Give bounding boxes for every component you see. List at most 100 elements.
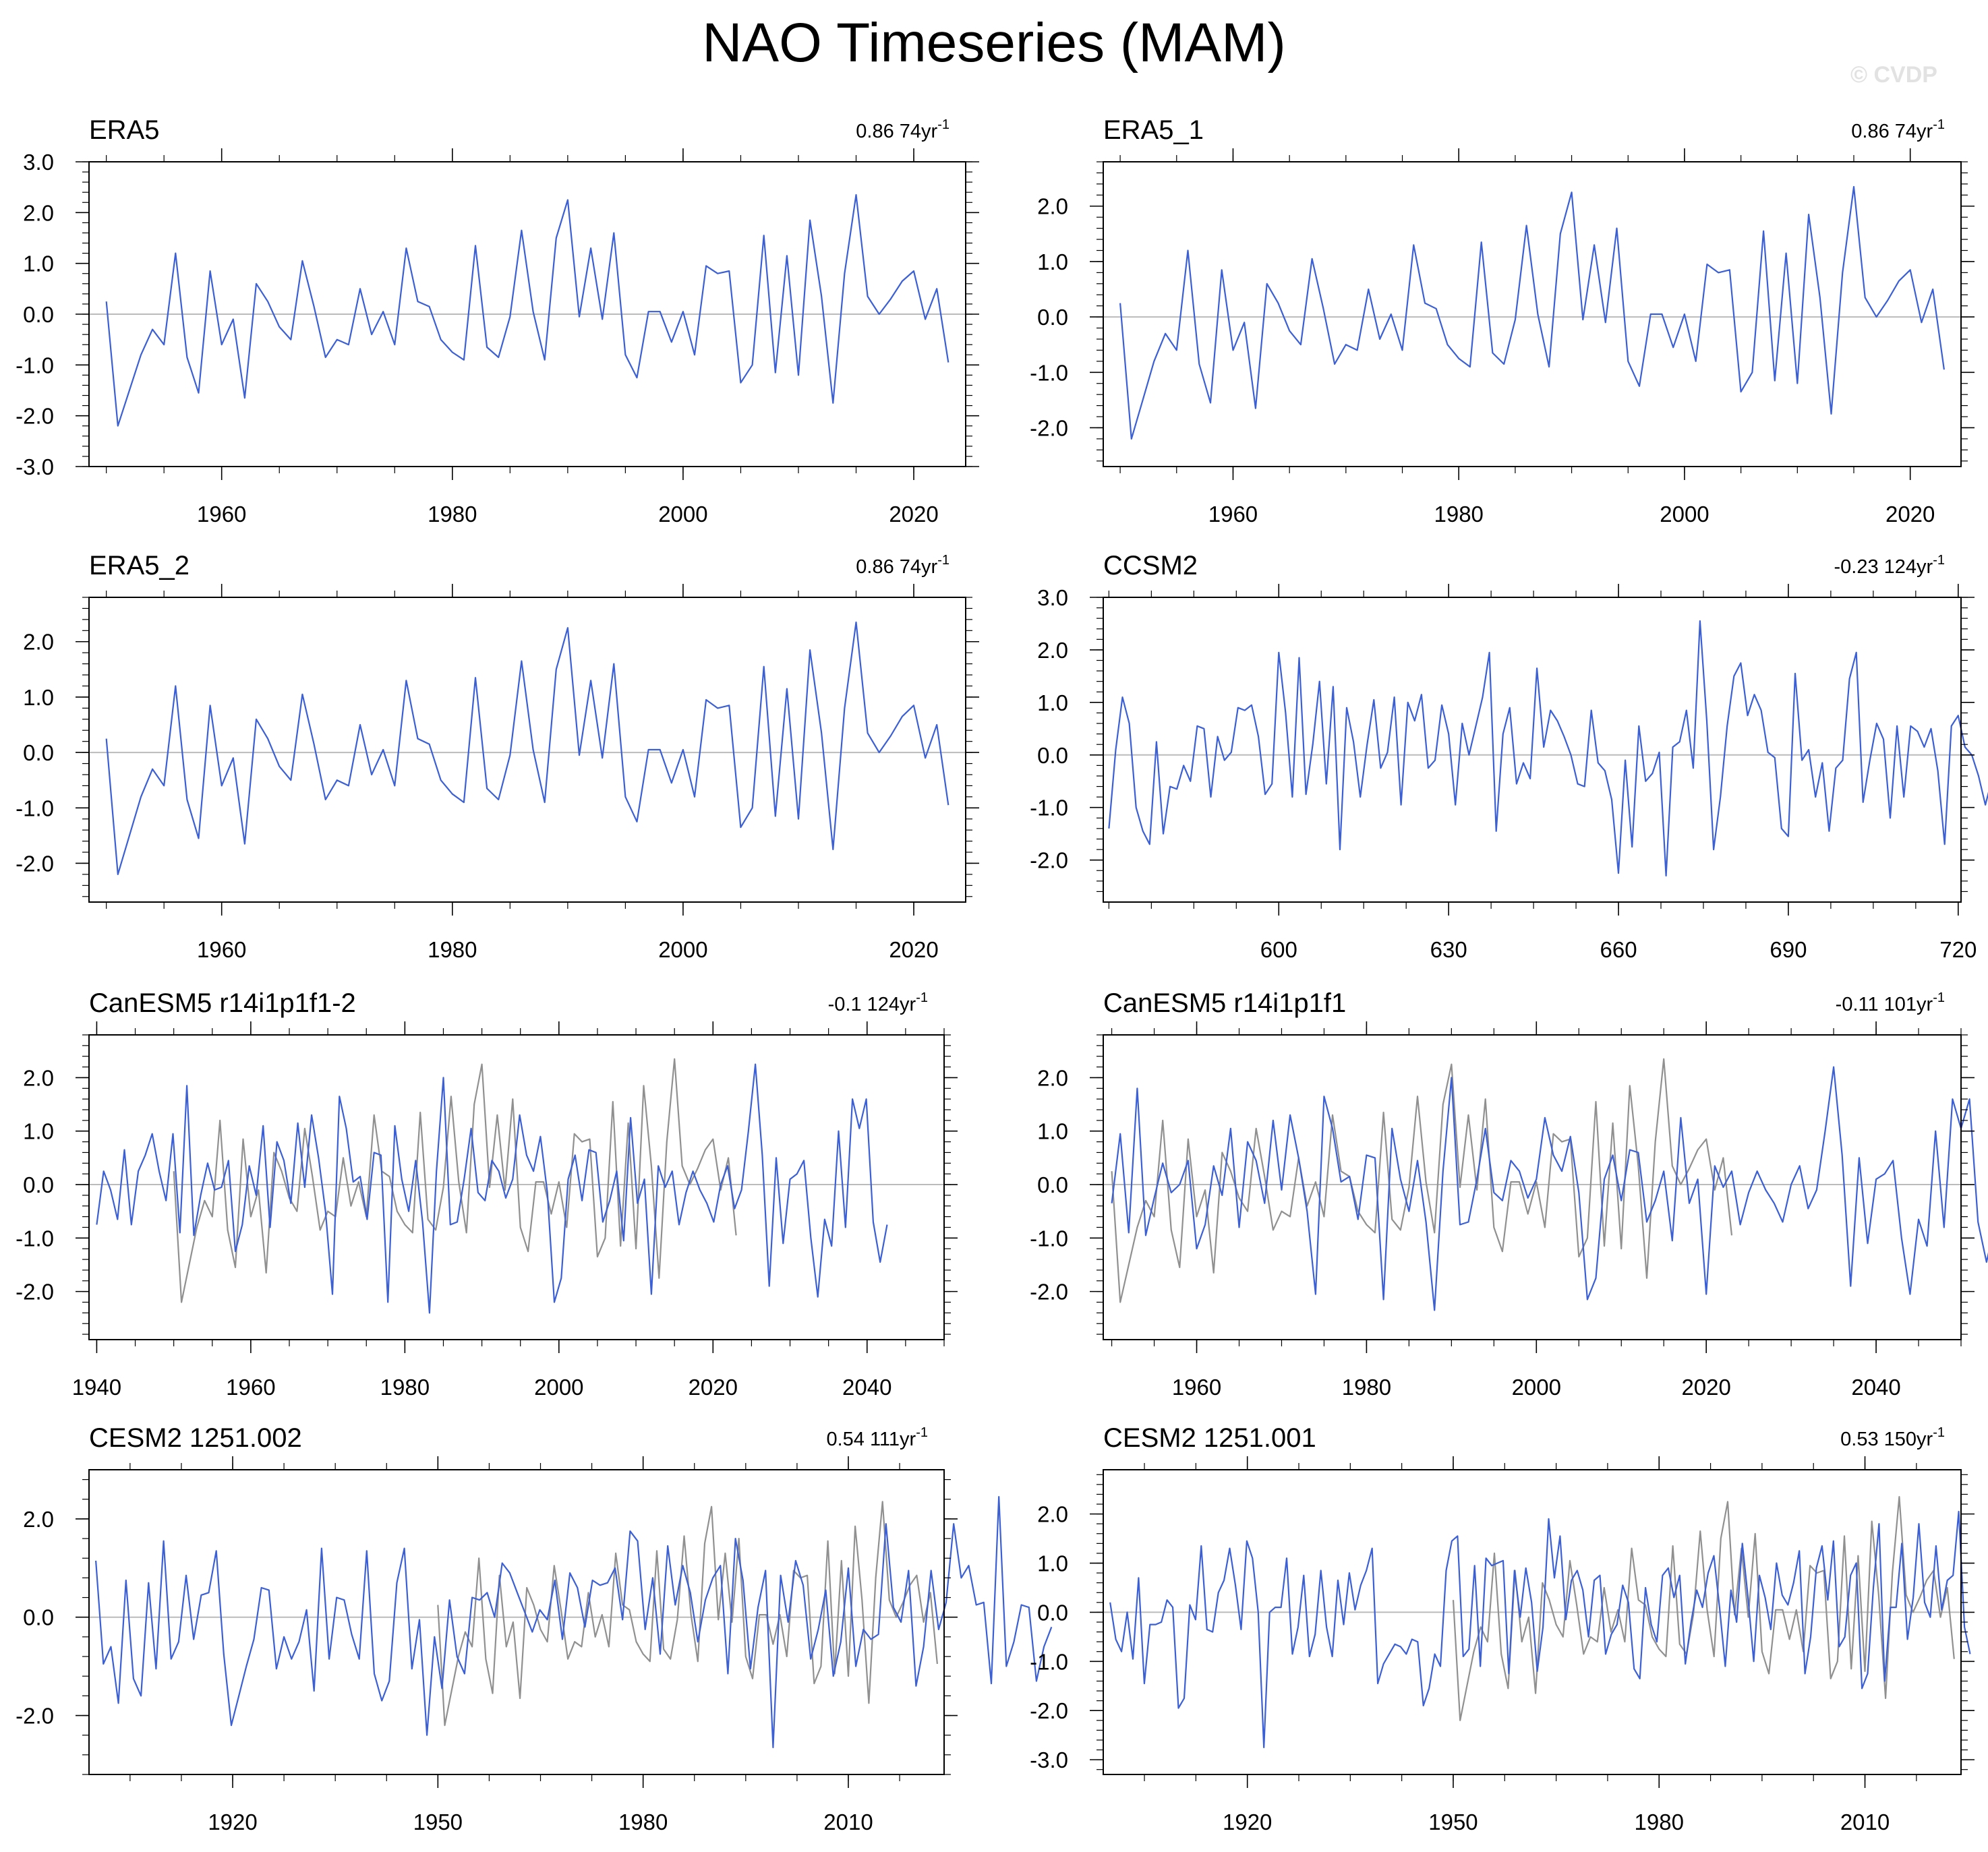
y-tick-label: -1.0 [16, 353, 54, 378]
x-tick-label: 2000 [1660, 502, 1709, 527]
y-tick-label: -1.0 [16, 1226, 54, 1251]
x-tick-label: 1960 [197, 937, 246, 962]
y-tick-label: 0.0 [23, 1605, 54, 1630]
y-tick-label: -1.0 [1030, 1226, 1068, 1251]
panel-stat: -0.23 124yr-1 [1834, 553, 1946, 578]
y-tick-label: 1.0 [23, 1119, 54, 1144]
chart-panel-1: ERA5 0.86 74yr-1 -3.0 -2.0 -1.0 0.0 1.0 2.0 3.0 1… [16, 115, 979, 527]
x-tick-label: 2040 [1851, 1375, 1900, 1400]
series-line-model [105, 193, 949, 427]
chart-panel-6: CanESM5 r14i1p1f1 -0.11 101yr-1 -2.0 -1.0 0.… [1030, 988, 1988, 1400]
series-line-model [95, 1496, 1053, 1748]
y-tick-label: 2.0 [23, 1507, 54, 1532]
y-tick-label: 2.0 [1037, 1502, 1068, 1527]
chart-panel-5: CanESM5 r14i1p1f1-2 -0.1 124yr-1 -2.0 -1.0 0… [16, 988, 958, 1400]
x-tick-label: 1980 [618, 1810, 668, 1834]
x-tick-label: 1920 [208, 1810, 257, 1834]
plot-frame [88, 1034, 945, 1340]
y-tick-label: 2.0 [1037, 194, 1068, 219]
panel-title: CanESM5 r14i1p1f1-2 [89, 988, 356, 1018]
x-tick-label: 690 [1770, 937, 1807, 962]
series-line-observed [437, 1501, 938, 1727]
chart-panel-7: CESM2 1251.002 0.54 111yr-1 -2.0 0.0 2.0 1920… [16, 1423, 1053, 1834]
x-tick-label: 2020 [889, 937, 938, 962]
panel-stat: 0.86 74yr-1 [856, 117, 949, 142]
plot-frame [1103, 597, 1962, 903]
chart-panel-3: ERA5_2 0.86 74yr-1 -2.0 -1.0 0.0 1.0 2.0 1960 19… [16, 551, 979, 962]
watermark: © CVDP [1850, 62, 1937, 88]
x-tick-label: 1980 [1342, 1375, 1391, 1400]
panel-stat: -0.11 101yr-1 [1836, 990, 1945, 1015]
panel-stat: 0.54 111yr-1 [826, 1425, 928, 1450]
x-tick-label: 2010 [823, 1810, 873, 1834]
y-tick-label: 1.0 [1037, 1551, 1068, 1576]
series-line-model [1108, 620, 1988, 877]
panel-title: CESM2 1251.002 [89, 1423, 302, 1453]
y-tick-label: 2.0 [23, 630, 54, 655]
plot-frame [88, 597, 966, 903]
y-tick-label: -2.0 [1030, 415, 1068, 440]
plot-frame [1103, 1469, 1962, 1775]
chart-panel-8: CESM2 1251.001 0.53 150yr-1 -3.0 -2.0 -1.0 0.… [1030, 1423, 1975, 1834]
y-tick-label: -2.0 [16, 404, 54, 429]
panel-stat: 0.86 74yr-1 [1851, 117, 1945, 142]
x-tick-label: 2010 [1840, 1810, 1890, 1834]
x-tick-label: 1960 [1208, 502, 1258, 527]
x-tick-label: 1960 [226, 1375, 275, 1400]
y-tick-label: -3.0 [16, 454, 54, 479]
y-tick-label: 0.0 [23, 1172, 54, 1197]
y-tick-label: 0.0 [1037, 305, 1068, 330]
x-tick-label: 1980 [1635, 1810, 1684, 1834]
chart-panel-4: CCSM2 -0.23 124yr-1 -2.0 -1.0 0.0 1.0 2.0 3.0 60… [1030, 551, 1988, 962]
series-line-model [105, 621, 949, 876]
y-tick-label: 0.0 [23, 740, 54, 765]
y-tick-label: -1.0 [16, 796, 54, 820]
x-tick-label: 660 [1600, 937, 1637, 962]
y-tick-label: -1.0 [1030, 1649, 1068, 1674]
x-tick-label: 2000 [534, 1375, 583, 1400]
panel-stat: 0.86 74yr-1 [856, 553, 949, 578]
panel-title: CCSM2 [1103, 551, 1198, 580]
x-tick-label: 2040 [842, 1375, 891, 1400]
panel-title: ERA5_1 [1103, 115, 1204, 145]
x-tick-label: 1980 [380, 1375, 430, 1400]
y-tick-label: -2.0 [16, 1704, 54, 1729]
series-line-model [1111, 1066, 1988, 1311]
x-tick-label: 1960 [197, 502, 246, 527]
y-tick-label: 0.0 [1037, 1172, 1068, 1197]
y-tick-label: 0.0 [1037, 743, 1068, 768]
x-tick-label: 1940 [72, 1375, 121, 1400]
y-tick-label: 1.0 [23, 251, 54, 276]
panel-stat: -0.1 124yr-1 [828, 990, 928, 1015]
x-tick-label: 2020 [1885, 502, 1935, 527]
panel-title: ERA5_2 [89, 551, 189, 580]
y-tick-label: -3.0 [1030, 1748, 1068, 1772]
x-tick-label: 1960 [1172, 1375, 1221, 1400]
y-tick-label: 1.0 [1037, 249, 1068, 274]
y-tick-label: 2.0 [1037, 638, 1068, 663]
y-tick-label: 3.0 [23, 150, 54, 175]
panel-title: CESM2 1251.001 [1103, 1423, 1316, 1453]
y-tick-label: -2.0 [1030, 1698, 1068, 1723]
y-tick-label: 0.0 [23, 302, 54, 327]
x-tick-label: 720 [1939, 937, 1977, 962]
x-tick-label: 1950 [413, 1810, 463, 1834]
y-tick-label: -2.0 [1030, 848, 1068, 873]
x-tick-label: 600 [1260, 937, 1297, 962]
y-tick-label: 1.0 [1037, 690, 1068, 715]
y-tick-label: -2.0 [1030, 1280, 1068, 1305]
series-line-model [96, 1063, 888, 1314]
series-line-observed [1452, 1496, 1955, 1721]
x-tick-label: 2020 [1681, 1375, 1730, 1400]
chart-panel-2: ERA5_1 0.86 74yr-1 -2.0 -1.0 0.0 1.0 2.0 1960 19… [1030, 115, 1975, 527]
x-tick-label: 2020 [889, 502, 938, 527]
x-tick-label: 1980 [1434, 502, 1483, 527]
y-tick-label: -2.0 [16, 1280, 54, 1305]
series-line-model [1109, 1510, 1971, 1748]
x-tick-label: 2000 [1512, 1375, 1561, 1400]
plot-frame [1103, 1034, 1962, 1340]
x-tick-label: 2020 [689, 1375, 738, 1400]
x-tick-label: 1980 [428, 502, 477, 527]
panel-stat: 0.53 150yr-1 [1840, 1425, 1945, 1450]
